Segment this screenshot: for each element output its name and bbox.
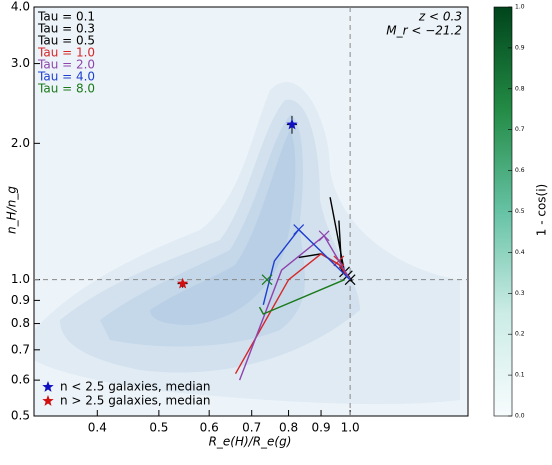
track-marker [293,224,305,236]
legend-label: Tau = 0.3 [37,22,95,36]
y-tick-label: 2.0 [11,136,30,150]
y-tick-label: 0.6 [11,373,30,387]
y-tick-label: 1.0 [11,272,30,286]
colorbar-tick-label: 1.0 [515,4,525,11]
y-tick-label: 4.0 [11,0,30,14]
x-tick-label: 0.8 [279,421,298,435]
x-tick-label: 0.7 [242,421,261,435]
colorbar-label: 1 - cos(i) [535,184,549,236]
legend-label: Tau = 4.0 [37,70,95,84]
colorbar-tick-label: 0.3 [515,290,525,297]
colorbar-tick-label: 0.6 [515,167,525,174]
colorbar-tick-label: 0.1 [515,372,525,379]
colorbar-tick-label: 0.5 [515,208,525,215]
legend-label: Tau = 1.0 [37,46,95,60]
colorbar-tick-label: 0.0 [515,413,525,420]
x-tick-label: 1.0 [341,421,360,435]
legend-label: Tau = 0.5 [37,34,95,48]
colorbar-tick-label: 0.2 [515,331,525,338]
median-star [176,277,189,289]
legend-label: n > 2.5 galaxies, median [60,394,211,408]
x-tick-label: 0.9 [312,421,331,435]
tau-track [238,234,351,381]
track-marker [318,230,330,242]
legend-label: Tau = 0.1 [37,10,95,24]
annotation: M_r < −21.2 [386,24,462,38]
x-tick-label: 0.6 [200,421,219,435]
plot-frame [33,6,469,417]
annotation: z < 0.3 [418,10,462,24]
x-axis-label: R_e(H)/R_e(g) [209,435,292,449]
y-tick-label: 0.7 [11,342,30,356]
tau-track [262,228,351,305]
legend-label: Tau = 8.0 [37,82,95,96]
legend-label: n < 2.5 galaxies, median [60,380,211,394]
y-tick-label: 0.5 [11,409,30,423]
colorbar-tick-label: 0.4 [515,249,525,256]
tau-track [258,279,345,315]
x-tick-label: 0.5 [149,421,168,435]
colorbar-ticks: 0.0 0.1 0.2 0.3 0.4 0.5 0.6 0.7 0.8 0.9 1.0 [508,4,525,420]
legend-label: Tau = 2.0 [37,58,95,72]
legend-star [42,381,54,392]
median-star [286,118,298,130]
colorbar-tick-label: 0.7 [515,126,525,133]
track-marker [261,274,273,286]
y-tick-label: 3.0 [11,56,30,70]
y-tick-label: 0.9 [11,293,30,307]
legend-star [42,395,54,406]
x-tick-label: 0.4 [88,421,107,435]
y-axis-label: n_H/n_g [5,186,19,234]
y-tick-label: 0.8 [11,316,30,330]
colorbar-tick-label: 0.8 [515,85,525,92]
colorbar-tick-label: 0.9 [515,44,525,51]
